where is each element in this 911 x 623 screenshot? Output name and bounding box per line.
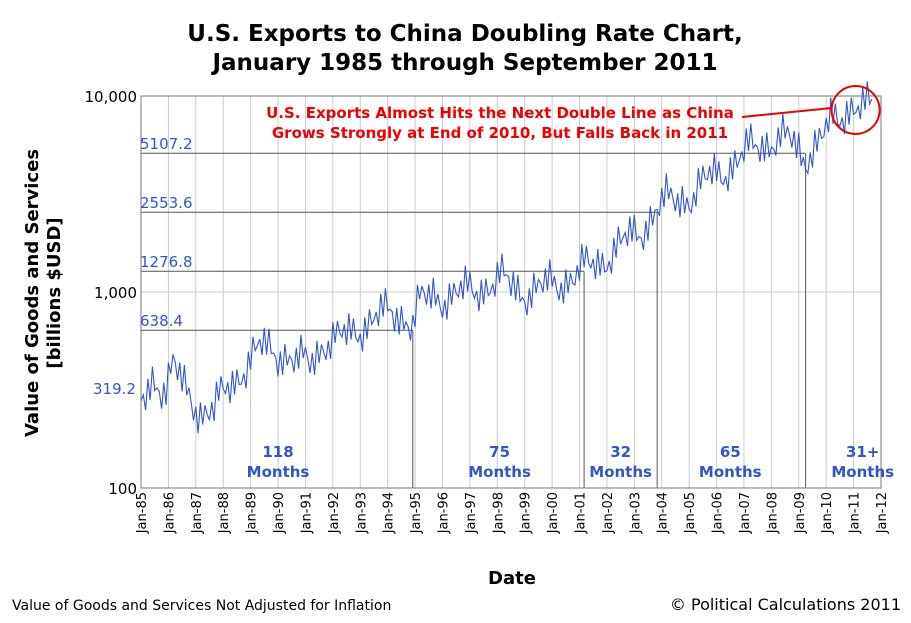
plot-area <box>140 95 882 489</box>
y-axis-label-line: Value of Goods and Services <box>22 149 43 437</box>
period-months-value: 31+ <box>846 443 879 461</box>
x-tick-label: Jan-06 <box>711 492 726 534</box>
double-level-lines: 319.2 638.4 1276.8 2553.6 5107.2 <box>93 135 807 488</box>
x-tick-label: Jan-88 <box>217 492 232 534</box>
double-level-label: 638.4 <box>140 312 183 330</box>
annotation-text-line: Grows Strongly at End of 2010, But Falls… <box>272 124 728 142</box>
x-tick-label: Jan-91 <box>299 492 314 534</box>
x-tick-label: Jan-86 <box>162 492 177 534</box>
inflation-note: Value of Goods and Services Not Adjusted… <box>12 598 392 614</box>
x-tick-label: Jan-10 <box>820 492 835 534</box>
period-months-unit: Months <box>589 463 652 481</box>
period-months-unit: Months <box>247 463 310 481</box>
double-level-label: 1276.8 <box>140 253 193 271</box>
x-tick-label: Jan-94 <box>382 492 397 534</box>
x-tick-label: Jan-89 <box>245 492 260 534</box>
x-axis-label: Date <box>488 568 536 589</box>
x-tick-label: Jan-04 <box>656 492 671 534</box>
x-tick-label: Jan-07 <box>738 492 753 534</box>
series-layer <box>140 81 873 434</box>
annotation-text-line: U.S. Exports Almost Hits the Next Double… <box>266 104 734 122</box>
x-tick-label: Jan-97 <box>464 492 479 534</box>
period-months-value: 118 <box>262 443 293 461</box>
x-tick-label: Jan-03 <box>628 492 643 534</box>
x-tick-label: Jan-93 <box>354 492 369 534</box>
annotation-layer: U.S. Exports Almost Hits the Next Double… <box>266 85 881 142</box>
period-months-unit: Months <box>468 463 531 481</box>
x-tick-label: Jan-96 <box>436 492 451 534</box>
period-months-value: 32 <box>610 443 631 461</box>
grid-lines <box>140 95 882 489</box>
y-axis-label: Value of Goods and Services [billions $U… <box>22 149 65 437</box>
x-tick-label: Jan-87 <box>190 492 205 534</box>
x-tick-label: Jan-99 <box>519 492 534 534</box>
x-tick-label: Jan-01 <box>574 492 589 534</box>
x-tick-label: Jan-08 <box>765 492 780 534</box>
x-tick-label: Jan-05 <box>683 492 698 534</box>
plot-border <box>140 95 882 489</box>
chart-title-line: U.S. Exports to China Doubling Rate Char… <box>187 21 743 47</box>
period-months-value: 65 <box>720 443 741 461</box>
double-level-label: 5107.2 <box>140 135 193 153</box>
copyright-credit: © Political Calculations 2011 <box>669 595 901 614</box>
x-tick-label: Jan-00 <box>546 492 561 534</box>
annotation-pointer <box>741 107 832 118</box>
period-months-unit: Months <box>831 463 894 481</box>
x-tick-label: Jan-09 <box>793 492 808 534</box>
y-tick-label: 1,000 <box>94 284 137 302</box>
y-tick-label: 10,000 <box>85 88 138 106</box>
period-months-unit: Months <box>699 463 762 481</box>
axis-tick-labels: 100 1,000 10,000 Jan-85 Jan-86 Jan-87 Jan-88 Ja… <box>85 88 891 534</box>
double-level-label: 2553.6 <box>140 194 193 212</box>
y-axis-label-line: [billions $USD] <box>44 217 65 368</box>
x-tick-label: Jan-85 <box>135 492 150 534</box>
x-tick-label: Jan-02 <box>601 492 616 534</box>
x-tick-label: Jan-11 <box>848 492 863 534</box>
chart-title: U.S. Exports to China Doubling Rate Char… <box>0 20 911 78</box>
y-tick-label: 100 <box>108 480 137 498</box>
x-tick-label: Jan-92 <box>327 492 342 534</box>
x-tick-label: Jan-12 <box>875 492 890 534</box>
x-tick-label: Jan-90 <box>272 492 287 534</box>
double-level-label: 319.2 <box>93 380 136 398</box>
highlight-circle <box>830 85 881 135</box>
chart-title-line: January 1985 through September 2011 <box>212 50 718 76</box>
x-tick-label: Jan-98 <box>491 492 506 534</box>
period-labels: 118 Months 75 Months 32 Months 65 Months 31+ Mont… <box>247 443 894 481</box>
x-tick-label: Jan-95 <box>409 492 424 534</box>
series-line <box>140 81 873 434</box>
period-months-value: 75 <box>489 443 510 461</box>
